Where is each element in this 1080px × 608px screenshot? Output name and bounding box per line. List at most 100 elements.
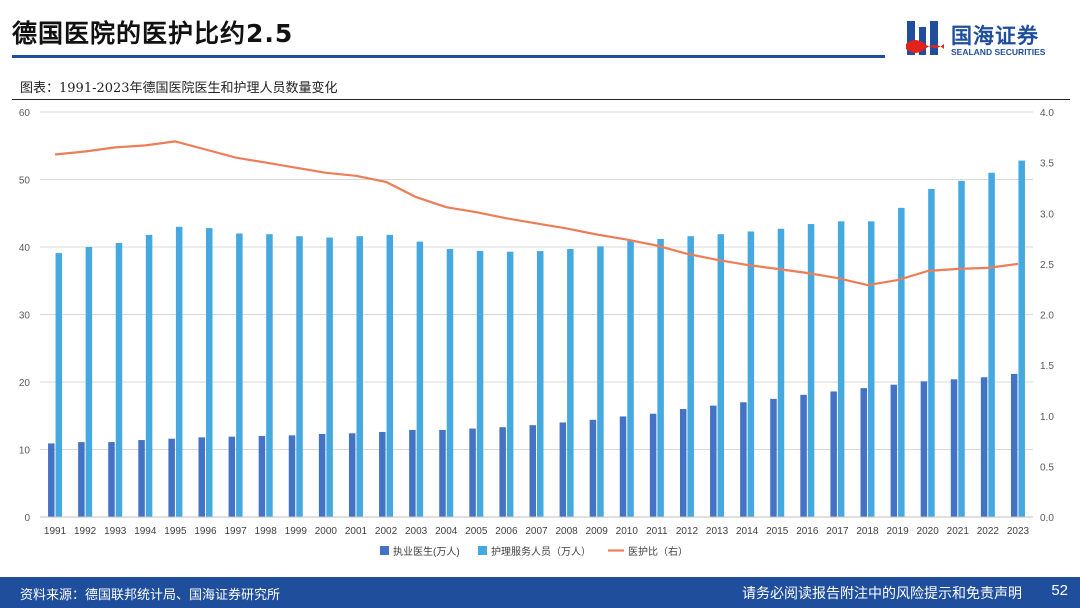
bar-doctors bbox=[78, 442, 85, 517]
x-tick-label: 2004 bbox=[435, 526, 458, 537]
x-tick-label: 2002 bbox=[375, 526, 398, 537]
bar-doctors bbox=[228, 436, 236, 517]
bar-nurses bbox=[988, 172, 995, 517]
bar-nurses bbox=[837, 221, 845, 517]
bar-doctors bbox=[1010, 373, 1018, 517]
bar-nurses bbox=[386, 234, 394, 517]
bar-nurses bbox=[506, 251, 514, 517]
company-logo: 国海证券 SEALAND SECURITIES bbox=[905, 18, 1065, 62]
y-left-tick-label: 40 bbox=[19, 243, 31, 254]
disclaimer-text: 请务必阅读报告附注中的风险提示和免责声明 bbox=[742, 586, 1022, 602]
x-tick-label: 2006 bbox=[495, 526, 518, 537]
bar-nurses bbox=[476, 251, 484, 518]
bar-doctors bbox=[198, 437, 205, 517]
bar-doctors bbox=[830, 391, 837, 517]
y-left-tick-label: 10 bbox=[19, 446, 31, 457]
bar-doctors bbox=[920, 381, 928, 517]
bar-doctors bbox=[439, 429, 446, 517]
page-title: 德国医院的医护比约2.5 bbox=[12, 19, 294, 48]
x-tick-label: 2005 bbox=[465, 526, 488, 537]
bar-nurses bbox=[747, 231, 755, 517]
bar-nurses bbox=[1018, 160, 1025, 517]
x-tick-label: 1991 bbox=[44, 526, 67, 537]
bar-nurses bbox=[868, 221, 875, 517]
bar-doctors bbox=[318, 433, 326, 517]
line-ratio bbox=[54, 140, 1019, 287]
figure-caption: 图表：1991-2023年德国医院医生和护理人员数量变化 bbox=[20, 81, 338, 96]
x-tick-label: 2000 bbox=[315, 526, 338, 537]
x-tick-label: 2018 bbox=[856, 526, 879, 537]
bar-nurses bbox=[807, 224, 815, 518]
bar-nurses bbox=[266, 234, 273, 518]
y-right-tick-label: 2.0 bbox=[1040, 311, 1054, 322]
x-tick-label: 2011 bbox=[646, 526, 668, 537]
x-tick-label: 2007 bbox=[525, 526, 548, 537]
bar-nurses bbox=[416, 241, 424, 517]
x-tick-label: 2021 bbox=[947, 526, 970, 537]
x-tick-label: 2009 bbox=[586, 526, 609, 537]
x-tick-label: 1999 bbox=[285, 526, 308, 537]
y-left-tick-label: 0 bbox=[24, 513, 30, 524]
legend-swatch-doctors bbox=[380, 546, 389, 555]
x-tick-label: 2012 bbox=[676, 526, 699, 537]
bar-doctors bbox=[589, 419, 597, 517]
bar-doctors bbox=[559, 422, 567, 517]
bar-doctors bbox=[649, 413, 657, 517]
bar-nurses bbox=[627, 240, 634, 518]
x-tick-label: 2014 bbox=[736, 526, 759, 537]
x-tick-label: 2008 bbox=[555, 526, 578, 537]
bar-nurses bbox=[597, 246, 604, 517]
bar-doctors bbox=[379, 431, 386, 517]
y-left-tick-label: 30 bbox=[19, 311, 31, 322]
bar-doctors bbox=[679, 409, 687, 517]
sealand-logo-icon bbox=[906, 21, 944, 55]
footer-bar: 资料来源：德国联邦统计局、国海证券研究所 请务必阅读报告附注中的风险提示和免责声… bbox=[0, 577, 1080, 608]
y-right-tick-label: 1.5 bbox=[1040, 361, 1054, 372]
bar-doctors bbox=[258, 436, 266, 517]
bar-nurses bbox=[175, 226, 183, 517]
x-tick-label: 1994 bbox=[134, 526, 157, 537]
bar-nurses bbox=[446, 249, 454, 517]
bar-nurses bbox=[567, 249, 574, 517]
x-tick-label: 2022 bbox=[977, 526, 1000, 537]
bar-doctors bbox=[950, 379, 958, 517]
bar-nurses bbox=[206, 228, 213, 517]
x-tick-label: 2017 bbox=[826, 526, 849, 537]
bar-doctors bbox=[860, 388, 867, 517]
x-tick-label: 2016 bbox=[796, 526, 819, 537]
bar-doctors bbox=[288, 435, 296, 517]
bar-nurses bbox=[356, 236, 363, 517]
x-tick-label: 2019 bbox=[886, 526, 909, 537]
bar-nurses bbox=[928, 188, 935, 517]
data-source: 资料来源：德国联邦统计局、国海证券研究所 bbox=[20, 588, 281, 603]
bar-doctors bbox=[770, 398, 777, 517]
x-tick-label: 1998 bbox=[255, 526, 278, 537]
y-right-tick-label: 2.5 bbox=[1040, 260, 1054, 271]
x-tick-label: 1993 bbox=[104, 526, 127, 537]
bar-doctors bbox=[168, 438, 175, 517]
bar-doctors bbox=[138, 440, 145, 517]
bar-nurses bbox=[296, 236, 303, 517]
page-number: 52 bbox=[1051, 582, 1068, 599]
y-right-tick-label: 0.0 bbox=[1040, 513, 1054, 524]
bar-doctors bbox=[619, 416, 627, 517]
legend-label-ratio: 医护比（右） bbox=[628, 545, 688, 558]
bar-doctors bbox=[710, 405, 717, 517]
bar-nurses bbox=[537, 251, 544, 518]
bar-doctors bbox=[740, 402, 747, 517]
legend-label-nurses: 护理服务人员（万人） bbox=[491, 545, 591, 558]
bar-nurses bbox=[326, 237, 333, 518]
bar-nurses bbox=[687, 236, 694, 517]
bar-nurses bbox=[657, 238, 664, 517]
legend-swatch-nurses bbox=[478, 546, 487, 555]
x-tick-label: 1996 bbox=[194, 526, 217, 537]
x-tick-label: 2013 bbox=[706, 526, 729, 537]
x-tick-label: 2003 bbox=[405, 526, 428, 537]
bar-nurses bbox=[85, 247, 93, 517]
y-right-tick-label: 1.0 bbox=[1040, 412, 1054, 423]
x-tick-label: 1995 bbox=[164, 526, 187, 537]
caption-divider bbox=[12, 99, 1070, 100]
y-right-tick-label: 3.5 bbox=[1040, 159, 1054, 170]
bar-doctors bbox=[469, 428, 476, 517]
bar-nurses bbox=[236, 233, 243, 517]
